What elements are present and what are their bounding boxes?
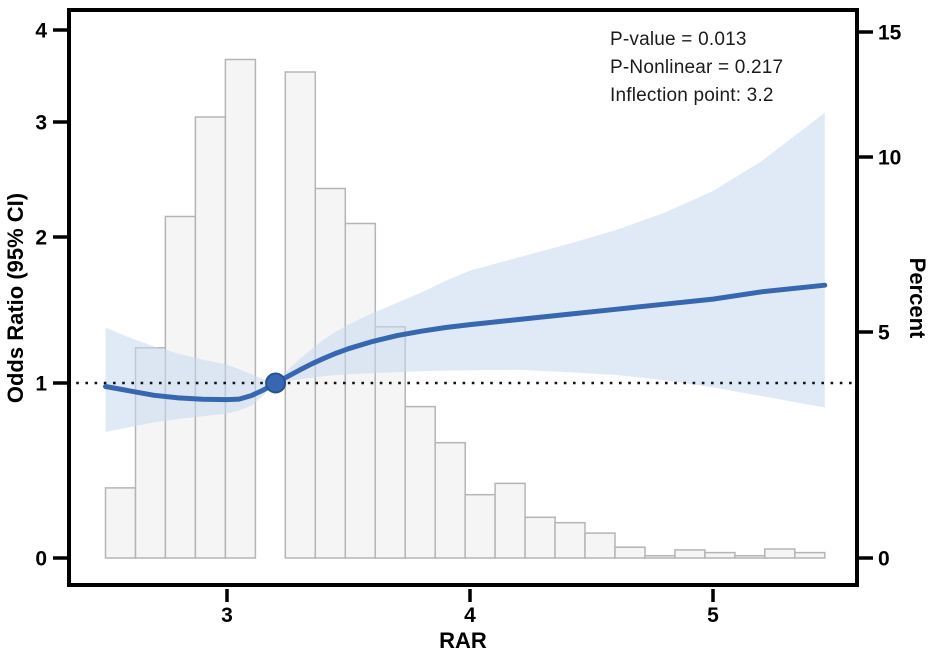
histogram-bar bbox=[494, 482, 526, 559]
histogram-bar bbox=[284, 71, 317, 559]
right-tick-label: 15 bbox=[878, 22, 902, 45]
or-curve bbox=[103, 282, 828, 403]
histogram-bar bbox=[674, 549, 706, 559]
ci-band bbox=[105, 112, 825, 433]
plot-frame bbox=[67, 8, 859, 587]
histogram-bar bbox=[464, 493, 496, 559]
left-tick-label: 3 bbox=[35, 112, 47, 135]
histogram-bar bbox=[734, 554, 766, 559]
right-axis-title: Percent bbox=[905, 257, 930, 339]
histogram-bar bbox=[194, 116, 227, 559]
p-nonlinear-text: P-Nonlinear = 0.217 bbox=[610, 57, 784, 78]
x-tick-label: 3 bbox=[221, 604, 233, 627]
histogram-bar bbox=[704, 551, 736, 559]
histogram-bar bbox=[404, 405, 436, 559]
histogram-bar bbox=[584, 532, 616, 559]
left-tick-label: 0 bbox=[35, 548, 47, 571]
left-tick-label: 2 bbox=[35, 227, 47, 250]
left-tick-label: 1 bbox=[35, 373, 47, 396]
histogram-bar bbox=[344, 222, 377, 559]
p-value-text: P-value = 0.013 bbox=[610, 29, 747, 50]
histogram-bar bbox=[614, 546, 646, 559]
inflection-point-text: Inflection point: 3.2 bbox=[610, 85, 774, 106]
x-tick-label: 4 bbox=[464, 604, 476, 627]
right-tick-label: 0 bbox=[878, 548, 890, 571]
axis-ticks bbox=[53, 28, 873, 602]
right-tick-label: 10 bbox=[878, 147, 901, 170]
x-axis-title: RAR bbox=[439, 628, 487, 653]
histogram-bar bbox=[644, 554, 676, 559]
right-tick-label: 5 bbox=[878, 322, 890, 345]
histogram-bar bbox=[434, 441, 466, 559]
histogram-bar bbox=[764, 548, 796, 559]
histogram-bar bbox=[224, 58, 257, 559]
x-tick-label: 5 bbox=[707, 604, 719, 627]
annotation-block: P-value = 0.013 P-Nonlinear = 0.217 Infl… bbox=[610, 26, 783, 110]
left-axis-title: Odds Ratio (95% CI) bbox=[3, 192, 28, 404]
tick-labels: 0 1 2 3 4 0 5 10 15 3 4 5 bbox=[35, 20, 901, 628]
histogram-bar bbox=[104, 487, 137, 559]
inflection-dot-marker bbox=[265, 372, 287, 394]
or-curve-line bbox=[103, 282, 828, 403]
histogram-bar bbox=[794, 551, 826, 559]
histogram-bar bbox=[524, 516, 556, 559]
left-tick-label: 4 bbox=[35, 20, 47, 43]
inflection-dot bbox=[265, 372, 287, 394]
ci-band-area bbox=[105, 112, 825, 433]
frame-rect bbox=[67, 8, 859, 587]
histogram-bar bbox=[554, 521, 586, 559]
